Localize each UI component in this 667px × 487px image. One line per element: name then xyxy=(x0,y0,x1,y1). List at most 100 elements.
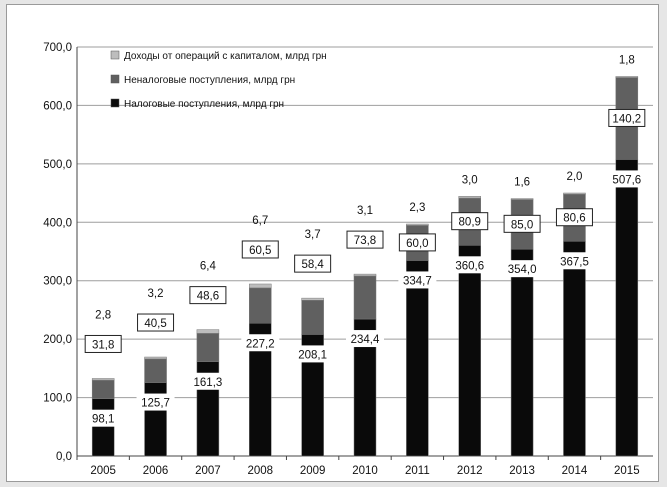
legend-label: Налоговые поступления, млрд грн xyxy=(124,99,284,110)
data-label-tax: 227,2 xyxy=(246,338,275,350)
data-label-box xyxy=(451,212,489,231)
bar-segment-tax xyxy=(406,260,429,457)
data-label-nontax: 85,0 xyxy=(511,219,533,231)
y-tick-label: 200,0 xyxy=(43,334,72,346)
x-tick-label: 2007 xyxy=(195,465,221,477)
data-label-nontax: 80,6 xyxy=(563,213,585,225)
x-tick-label: 2015 xyxy=(614,465,640,477)
data-label-box xyxy=(503,214,541,233)
data-label-nontax: 58,4 xyxy=(301,259,324,271)
data-label-nontax: 48,6 xyxy=(197,291,219,303)
data-label-nontax: 73,8 xyxy=(354,235,376,247)
y-tick-label: 0,0 xyxy=(56,451,72,463)
data-label-nontax: 80,9 xyxy=(459,217,481,229)
data-label-tax: 98,1 xyxy=(92,414,114,426)
bar-segment-capital xyxy=(615,76,639,78)
stacked-bar-chart: 0,0 100,0 200,0 300,0 400,0 500,0 600,0 700,0 20… xyxy=(43,42,653,477)
data-label-tax: 334,7 xyxy=(403,275,432,287)
data-label-tax: 507,6 xyxy=(612,174,641,186)
data-label-box xyxy=(84,334,122,353)
bar-segment-nontax xyxy=(249,287,272,324)
chart-frame: 0,0 100,0 200,0 300,0 400,0 500,0 600,0 700,0 20… xyxy=(6,4,659,482)
data-label-bg xyxy=(346,330,384,348)
data-label-capital: 2,0 xyxy=(566,171,582,183)
data-label-box xyxy=(555,208,593,227)
data-label-nontax: 40,5 xyxy=(144,318,166,330)
bar-segment-nontax xyxy=(353,275,377,320)
y-tick-label: 600,0 xyxy=(43,100,72,112)
bar-segment-tax xyxy=(563,241,586,457)
bar-segment-capital xyxy=(144,356,167,360)
data-label-bg xyxy=(136,393,175,411)
data-label-tax: 125,7 xyxy=(141,398,170,410)
data-label-nontax: 31,8 xyxy=(92,339,114,351)
bar-segment-tax xyxy=(510,248,534,457)
data-label-capital: 1,6 xyxy=(514,177,530,189)
data-label-box xyxy=(346,230,384,249)
data-label-tax: 354,0 xyxy=(508,264,537,276)
data-label-bg xyxy=(450,256,489,274)
bar-segment-capital xyxy=(510,198,534,200)
y-tick-label: 400,0 xyxy=(43,217,72,229)
data-label-capital: 6,7 xyxy=(252,215,268,227)
data-label-tax: 161,3 xyxy=(194,377,223,389)
x-tick-label: 2014 xyxy=(562,465,588,477)
bar-segment-tax xyxy=(91,398,115,457)
y-tick-label: 700,0 xyxy=(43,42,72,54)
x-tick-label: 2005 xyxy=(90,465,116,477)
data-label-bg xyxy=(293,345,332,363)
bar-segment-nontax xyxy=(144,358,167,383)
data-label-bg xyxy=(503,260,542,278)
data-label-capital: 2,3 xyxy=(409,202,425,214)
data-label-nontax: 60,0 xyxy=(406,238,428,250)
bar-segment-capital xyxy=(301,297,324,301)
data-label-nontax: 140,2 xyxy=(612,113,641,125)
legend-label: Неналоговые поступления, млрд грн xyxy=(124,75,295,86)
data-label-box xyxy=(398,233,436,252)
y-tick-label: 100,0 xyxy=(43,393,72,405)
data-label-tax: 360,6 xyxy=(455,260,484,272)
data-label-capital: 6,4 xyxy=(200,261,217,273)
legend-label: Доходы от операций с капиталом, млрд грн xyxy=(124,51,327,62)
data-label-capital: 3,1 xyxy=(357,205,373,217)
bar-segment-nontax xyxy=(196,333,220,363)
bar-segment-capital xyxy=(458,196,481,199)
x-tick-label: 2006 xyxy=(143,465,169,477)
bar-segment-capital xyxy=(406,223,429,226)
bar-segment-tax xyxy=(615,159,639,457)
data-label-tax: 234,4 xyxy=(351,334,380,346)
data-label-bg xyxy=(555,252,594,270)
legend-swatch xyxy=(110,50,120,60)
bar-segment-nontax xyxy=(301,300,324,335)
data-label-bg xyxy=(241,334,280,352)
x-tick-label: 2011 xyxy=(405,465,430,477)
data-label-box xyxy=(241,240,279,259)
data-label-nontax: 60,5 xyxy=(249,245,271,257)
data-label-capital: 3,2 xyxy=(148,288,164,300)
x-tick-label: 2008 xyxy=(247,465,273,477)
data-label-box xyxy=(137,313,175,332)
data-label-box xyxy=(189,286,227,305)
bar-segment-capital xyxy=(563,192,586,195)
y-tick-label: 500,0 xyxy=(43,159,72,171)
data-label-bg xyxy=(398,271,437,289)
bar-segment-tax xyxy=(458,245,481,457)
data-label-tax: 208,1 xyxy=(298,349,327,361)
data-label-bg xyxy=(607,170,646,188)
x-tick-label: 2013 xyxy=(509,465,535,477)
legend-swatch xyxy=(110,74,120,84)
data-label-capital: 3,0 xyxy=(462,174,478,186)
data-label-capital: 2,8 xyxy=(95,309,111,321)
bar-segment-capital xyxy=(353,273,377,277)
data-label-tax: 367,5 xyxy=(560,256,589,268)
bar-segment-nontax xyxy=(91,379,115,399)
y-tick-label: 300,0 xyxy=(43,276,72,288)
x-tick-label: 2009 xyxy=(300,465,326,477)
bar-segment-capital xyxy=(249,283,272,289)
bar-segment-capital xyxy=(196,329,220,334)
data-label-bg xyxy=(84,409,123,427)
x-tick-label: 2012 xyxy=(457,465,483,477)
data-label-capital: 3,7 xyxy=(305,229,321,241)
bar-segment-capital xyxy=(91,378,115,381)
data-label-capital: 1,8 xyxy=(619,54,635,66)
